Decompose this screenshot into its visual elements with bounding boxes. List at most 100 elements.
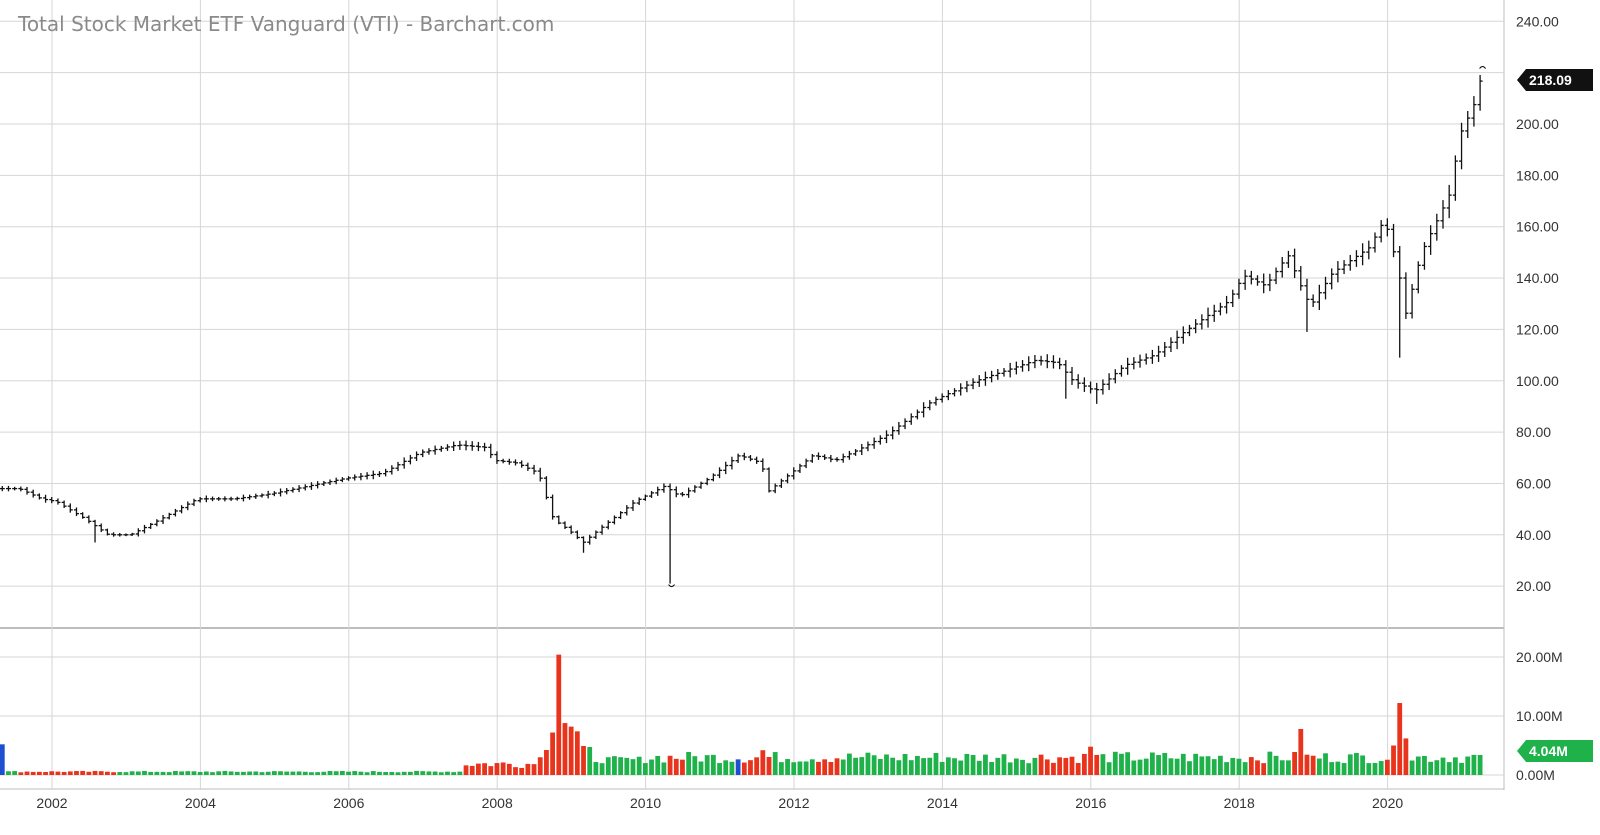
ohlc-bar <box>1409 284 1415 319</box>
volume-bar <box>1366 763 1372 775</box>
volume-bar <box>1162 752 1168 775</box>
volume-bar <box>284 771 290 775</box>
volume-bar <box>426 771 432 775</box>
ohlc-bar <box>921 402 927 418</box>
volume-bar <box>1063 757 1069 775</box>
volume-bar <box>463 765 469 775</box>
ohlc-bar <box>673 486 679 498</box>
volume-bar <box>1143 758 1149 775</box>
volume-bar <box>414 770 419 775</box>
ohlc-bar <box>605 520 611 530</box>
volume-bar <box>438 772 444 775</box>
volume-bar <box>1261 763 1267 775</box>
volume-bar <box>890 757 896 775</box>
ohlc-bar <box>1199 314 1205 330</box>
volume-bar <box>865 752 871 775</box>
ohlc-bar <box>1236 278 1242 299</box>
ohlc-bar <box>117 533 123 537</box>
ohlc-bar <box>352 474 358 481</box>
volume-bar <box>1310 755 1316 775</box>
volume-bar <box>983 754 988 775</box>
ohlc-bar <box>1242 269 1248 290</box>
volume-bar <box>92 770 98 775</box>
volume-bar <box>605 757 611 775</box>
ohlc-bar <box>383 468 389 477</box>
volume-bar <box>649 759 654 775</box>
ohlc-bar <box>494 451 500 464</box>
volume-bar <box>840 759 846 775</box>
volume-bar <box>383 771 389 775</box>
ohlc-bar <box>315 481 321 489</box>
ohlc-bar <box>1118 365 1124 377</box>
ohlc-bar <box>698 481 704 489</box>
ohlc-bar <box>531 464 537 475</box>
ohlc-bar <box>265 490 271 499</box>
volume-bar <box>80 770 86 775</box>
ohlc-bar <box>185 501 191 511</box>
volume-bar <box>599 763 605 775</box>
volume-bar <box>877 758 883 775</box>
volume-bar <box>723 760 729 775</box>
ohlc-bar <box>444 444 450 451</box>
volume-bar <box>315 772 321 775</box>
ohlc-bar <box>333 477 339 485</box>
ohlc-bar <box>160 514 166 524</box>
ohlc-bar <box>840 453 846 463</box>
ohlc-bar <box>154 519 160 527</box>
volume-bar <box>1255 760 1260 775</box>
volume-bar <box>476 763 481 775</box>
ohlc-bar <box>61 500 67 509</box>
ohlc-bar <box>791 467 797 480</box>
x-tick-label: 2018 <box>1224 795 1255 811</box>
volume-bar <box>735 759 741 775</box>
volume-bar <box>302 771 308 775</box>
ohlc-bar <box>302 484 308 491</box>
ohlc-bar <box>1273 267 1279 285</box>
volume-bar <box>1267 751 1273 775</box>
volume-bar <box>1174 758 1180 775</box>
volume-bar <box>568 726 574 775</box>
ohlc-bar <box>1094 382 1100 404</box>
volume-bar <box>729 761 735 775</box>
volume-bar <box>445 771 450 775</box>
ohlc-bar <box>877 435 883 445</box>
ohlc-bar <box>191 498 197 507</box>
ohlc-bar <box>679 492 685 497</box>
ohlc-bar <box>1403 272 1409 319</box>
ohlc-bar <box>376 471 382 477</box>
volume-bar <box>1088 746 1093 775</box>
y-tick-label: 140.00 <box>1516 270 1559 286</box>
volume-bar <box>921 758 927 775</box>
volume-bar <box>655 755 661 775</box>
volume-bar <box>1205 756 1211 775</box>
ohlc-bar <box>346 476 352 481</box>
volume-bar <box>377 771 382 775</box>
ohlc-bar <box>1180 326 1186 344</box>
ohlc-bar <box>327 479 333 485</box>
volume-bar <box>618 757 624 775</box>
ohlc-bar <box>1131 357 1137 370</box>
ohlc-bar <box>1174 330 1180 350</box>
ohlc-bar <box>1125 357 1131 375</box>
ohlc-bar <box>284 488 290 495</box>
volume-bar <box>1149 752 1155 775</box>
volume-bar <box>1236 758 1242 775</box>
volume-bar <box>1211 759 1217 775</box>
volume-bar <box>1119 753 1124 775</box>
ohlc-bar <box>5 485 11 492</box>
volume-bar <box>1273 755 1279 775</box>
ohlc-bar <box>1032 354 1038 369</box>
ohlc-bar <box>1186 324 1192 337</box>
ohlc-bar <box>1137 354 1143 368</box>
volume-bar <box>661 762 667 775</box>
ohlc-bar <box>562 521 568 530</box>
y-tick-label: 200.00 <box>1516 116 1559 132</box>
volume-bar <box>222 770 228 775</box>
volume-bar <box>1020 759 1025 775</box>
ohlc-bar <box>389 465 395 475</box>
x-tick-label: 2006 <box>333 795 364 811</box>
volume-bar <box>407 771 413 775</box>
ohlc-bar <box>420 449 426 458</box>
ohlc-bar <box>179 505 185 514</box>
